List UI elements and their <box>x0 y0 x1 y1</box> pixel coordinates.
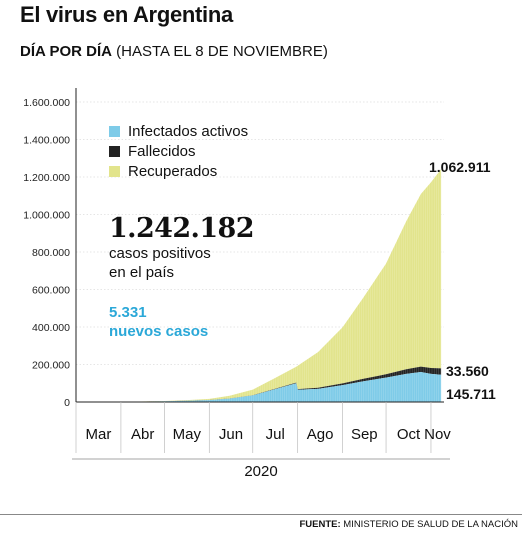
daily-bar-texture <box>79 102 442 402</box>
month-label: Ago <box>307 426 334 443</box>
series-areas <box>78 169 442 402</box>
new-cases-value: 5.331 <box>109 304 147 321</box>
y-tick-label: 800.000 <box>32 247 70 259</box>
stats-callout: 1.242.182 casos positivos en el país 5.3… <box>109 213 255 340</box>
month-label: Jul <box>266 426 285 443</box>
footer-rule <box>0 514 522 515</box>
month-label: Sep <box>351 426 378 443</box>
y-tick-labels: 0 200.000 400.000 600.000 800.000 1.000.000 1.… <box>23 97 70 409</box>
x-axis-year-label: 2020 <box>244 463 277 480</box>
chart-title: El virus en Argentina <box>20 2 233 27</box>
new-cases-label: nuevos casos <box>109 323 208 340</box>
area-fallecidos <box>78 366 442 402</box>
legend-label-activos: Infectados activos <box>128 123 248 140</box>
y-tick-label: 1.400.000 <box>23 135 70 147</box>
legend-swatch-fallecidos <box>109 146 120 157</box>
y-tick-label: 400.000 <box>32 322 70 334</box>
month-labels: Mar Abr May Jun Jul Ago Sep Oct Nov <box>86 426 452 443</box>
end-value-labels: 1.062.911 33.560 145.711 <box>429 159 496 402</box>
month-label: Nov <box>424 426 451 443</box>
legend-swatch-recuperados <box>109 166 120 177</box>
end-label-recuperados: 1.062.911 <box>429 159 491 175</box>
legend: Infectados activos Fallecidos Recuperado… <box>109 123 248 180</box>
end-label-activos: 145.711 <box>446 386 496 402</box>
total-cases-label-line1: casos positivos <box>109 245 211 262</box>
y-tick-label: 1.200.000 <box>23 172 70 184</box>
month-label: Jun <box>219 426 243 443</box>
y-tick-label: 600.000 <box>32 285 70 297</box>
legend-label-fallecidos: Fallecidos <box>128 143 196 160</box>
stacked-area-chart: 0 200.000 400.000 600.000 800.000 1.000.000 1.… <box>23 88 496 480</box>
area-activos <box>78 372 442 402</box>
area-recuperados <box>78 169 442 402</box>
subtitle-rest: (HASTA EL 8 DE NOVIEMBRE) <box>111 43 328 60</box>
month-label: Abr <box>131 426 154 443</box>
y-tick-label: 1.000.000 <box>23 210 70 222</box>
total-cases-label-line2: en el país <box>109 264 174 281</box>
end-label-fallecidos: 33.560 <box>446 363 489 379</box>
total-cases-value: 1.242.182 <box>109 213 254 244</box>
source-label: FUENTE: <box>299 519 341 530</box>
y-tick-label: 1.600.000 <box>23 97 70 109</box>
month-label: Mar <box>86 426 112 443</box>
y-tick-label: 0 <box>64 397 70 409</box>
month-dividers <box>75 402 432 453</box>
month-label: Oct <box>397 426 421 443</box>
source-note: FUENTE: MINISTERIO DE SALUD DE LA NACIÓN <box>299 519 518 530</box>
chart-subtitle: DÍA POR DÍA (HASTA EL 8 DE NOVIEMBRE) <box>20 43 328 60</box>
month-label: May <box>173 426 202 443</box>
legend-swatch-activos <box>109 126 120 137</box>
legend-label-recuperados: Recuperados <box>128 163 217 180</box>
source-text: MINISTERIO DE SALUD DE LA NACIÓN <box>340 519 518 530</box>
y-tick-label: 200.000 <box>32 360 70 372</box>
subtitle-bold: DÍA POR DÍA <box>20 43 112 60</box>
